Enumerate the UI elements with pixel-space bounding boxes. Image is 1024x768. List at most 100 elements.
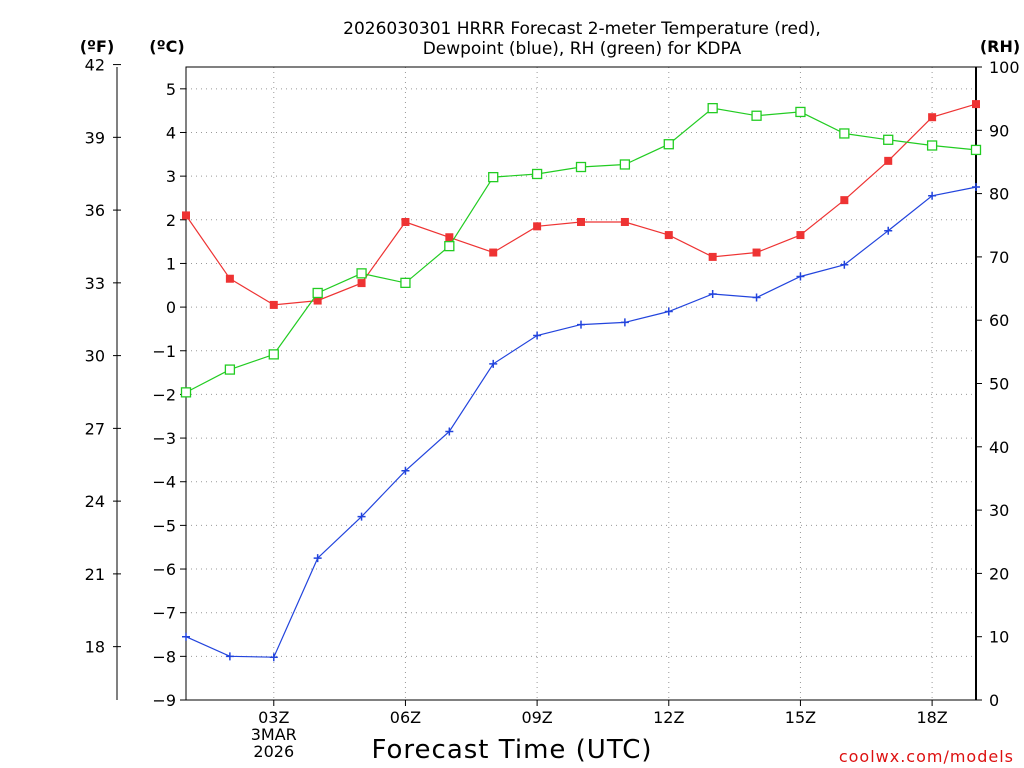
dewpoint-point — [489, 359, 498, 368]
rh-point — [663, 139, 674, 150]
data-series — [180, 100, 982, 662]
rh-tick-label: 50 — [989, 375, 1009, 394]
dewpoint-point — [445, 427, 454, 436]
celsius-tick-label: −9 — [152, 691, 176, 710]
celsius-tick-label: 4 — [166, 123, 176, 142]
rh-point — [268, 349, 279, 360]
temperature-point — [620, 217, 629, 226]
temperature-point — [269, 300, 278, 309]
dewpoint-point — [357, 512, 366, 521]
celsius-tick-label: 2 — [166, 211, 176, 230]
rh-point — [751, 110, 762, 121]
rh-point — [883, 134, 894, 145]
rh-tick-label: 40 — [989, 438, 1009, 457]
dewpoint-line — [185, 186, 977, 658]
dewpoint-point — [182, 632, 190, 641]
rh-tick-label: 20 — [989, 564, 1009, 583]
rh-tick-label: 10 — [989, 628, 1009, 647]
rh-point — [926, 140, 938, 151]
dewpoint-point — [840, 260, 849, 269]
x-tick-label: 2026 — [253, 742, 294, 761]
fahrenheit-tick-label: 24 — [85, 492, 105, 511]
fahrenheit-tick-label: 18 — [85, 638, 105, 657]
temperature-point — [577, 217, 585, 226]
dewpoint-point — [972, 183, 980, 192]
dewpoint-point — [928, 191, 937, 200]
rh-point — [619, 159, 631, 170]
fahrenheit-tick-label: 27 — [85, 419, 105, 438]
rh-point — [312, 287, 323, 299]
temperature-point — [445, 233, 454, 242]
rh-tick-label: 0 — [989, 691, 999, 710]
dewpoint-point — [708, 290, 717, 299]
dewpoint-point — [313, 554, 322, 563]
fahrenheit-tick-label: 21 — [85, 565, 105, 584]
celsius-tick-label: −4 — [152, 473, 176, 492]
rh-tick-label: 80 — [989, 185, 1009, 204]
dewpoint-point — [664, 307, 673, 316]
celsius-tick-label: 1 — [166, 254, 176, 273]
dewpoint-point — [533, 331, 542, 340]
dewpoint-point — [225, 652, 234, 661]
rh-point — [839, 128, 850, 139]
axes: 543210−1−2−3−4−5−6−7−8−94239363330272421… — [85, 56, 1020, 761]
rh-tick-label: 30 — [989, 501, 1009, 520]
rh-point — [180, 387, 192, 398]
temperature-point — [796, 231, 805, 240]
fahrenheit-tick-label: 42 — [85, 56, 105, 75]
temperature-point — [884, 156, 893, 165]
celsius-tick-label: −6 — [152, 560, 176, 579]
dewpoint-point — [401, 466, 410, 475]
dewpoint-point — [752, 293, 761, 302]
rh-point — [444, 240, 455, 252]
credit-label: coolwx.com/models — [839, 747, 1014, 766]
temperature-point — [840, 196, 849, 205]
temperature-line — [185, 103, 977, 306]
x-tick-label: 03Z — [258, 708, 289, 727]
rh-point — [795, 106, 806, 118]
series-temperature — [182, 100, 980, 309]
x-tick-label: 12Z — [653, 708, 684, 727]
temperature-point — [313, 296, 322, 305]
rh-point — [707, 102, 718, 114]
celsius-unit-label: (ºC) — [149, 37, 184, 56]
celsius-tick-label: −2 — [152, 385, 176, 404]
rh-point — [575, 161, 587, 173]
fahrenheit-unit-label: (ºF) — [80, 37, 115, 56]
rh-line — [185, 107, 977, 393]
x-tick-label: 18Z — [916, 708, 947, 727]
x-axis-title: Forecast Time (UTC) — [371, 735, 652, 765]
x-tick-label: 06Z — [390, 708, 421, 727]
fahrenheit-tick-label: 33 — [85, 274, 105, 293]
celsius-tick-label: −5 — [152, 516, 176, 535]
celsius-tick-label: 3 — [166, 167, 176, 186]
chart-title-line-2: Dewpoint (blue), RH (green) for KDPA — [423, 39, 742, 59]
rh-tick-label: 70 — [989, 248, 1009, 267]
temperature-point — [357, 279, 366, 288]
celsius-tick-label: −1 — [152, 342, 176, 361]
temperature-point — [708, 252, 717, 261]
rh-point — [224, 364, 236, 375]
fahrenheit-tick-label: 30 — [85, 347, 105, 366]
rh-point — [531, 168, 543, 180]
x-tick-label: 15Z — [785, 708, 816, 727]
celsius-tick-label: 5 — [166, 80, 176, 99]
temperature-point — [928, 113, 937, 122]
celsius-tick-label: 0 — [166, 298, 176, 317]
rh-tick-label: 60 — [989, 311, 1009, 330]
rh-unit-label: (RH) — [980, 37, 1020, 56]
series-rh — [180, 102, 982, 398]
temperature-point — [489, 248, 498, 257]
celsius-tick-label: −7 — [152, 604, 176, 623]
temperature-point — [972, 100, 980, 109]
chart-title-line-1: 2026030301 HRRR Forecast 2-meter Tempera… — [343, 19, 821, 39]
x-tick-label: 09Z — [521, 708, 552, 727]
dewpoint-point — [796, 272, 805, 281]
rh-tick-label: 90 — [989, 121, 1009, 140]
rh-point — [488, 171, 499, 183]
dewpoint-point — [620, 318, 629, 327]
rh-point — [400, 277, 411, 289]
fahrenheit-tick-label: 39 — [85, 128, 105, 147]
temperature-point — [752, 248, 761, 257]
